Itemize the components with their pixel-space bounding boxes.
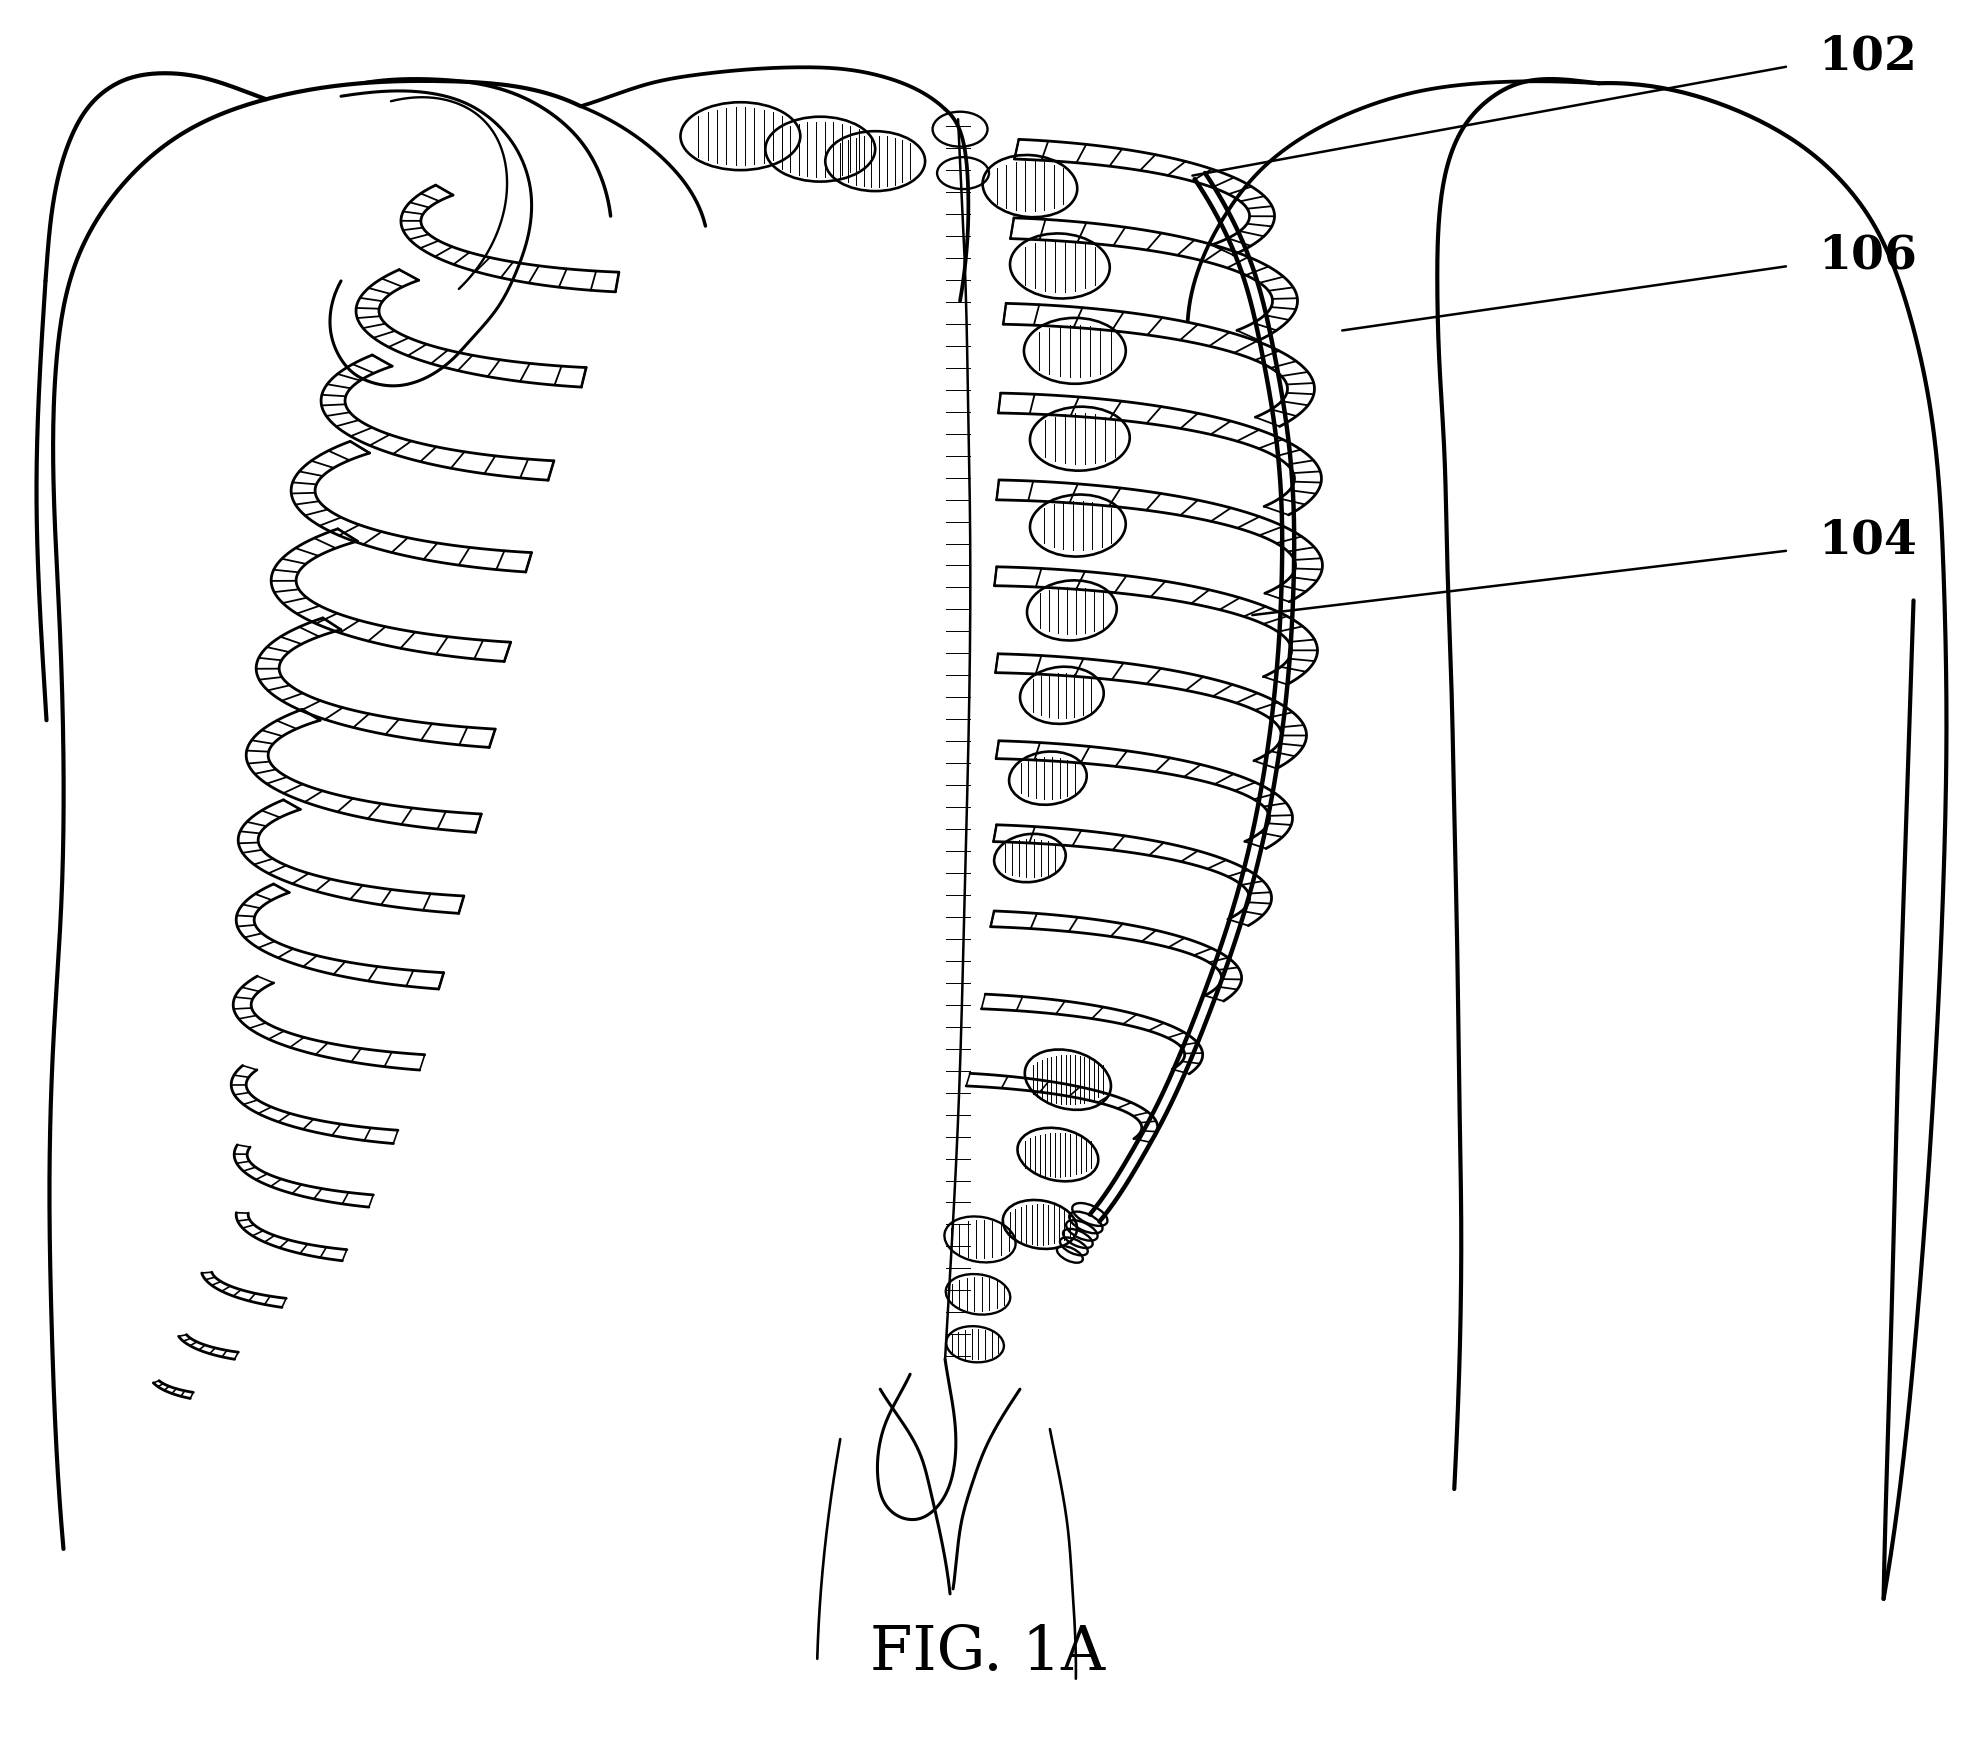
Text: 106: 106: [1818, 233, 1917, 278]
Text: 102: 102: [1818, 33, 1917, 79]
Text: 104: 104: [1818, 518, 1917, 564]
Text: FIG. 1A: FIG. 1A: [871, 1623, 1105, 1683]
